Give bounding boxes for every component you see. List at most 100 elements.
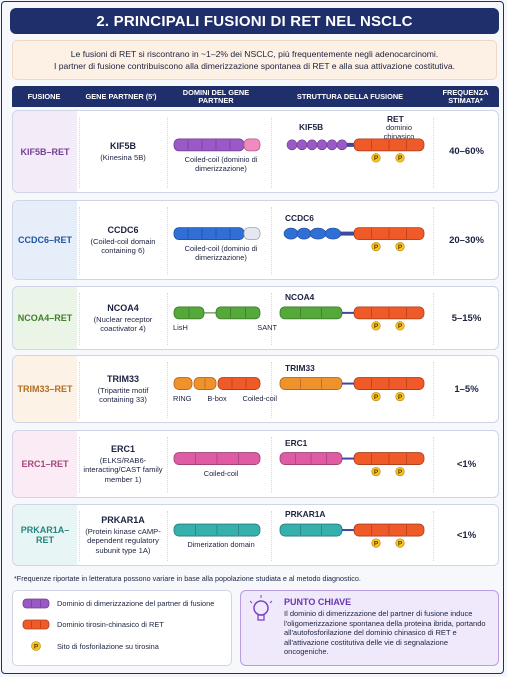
domain-bar: [173, 138, 245, 152]
gene-cell: KIF5B (Kinesina 5B): [83, 111, 163, 192]
column-divider: [271, 362, 272, 418]
coil-bead: [296, 227, 312, 240]
domain-label: RING: [173, 393, 192, 403]
bulb-icon: [249, 595, 273, 621]
column-header: STRUTTURA DELLA FUSIONE: [296, 91, 404, 101]
domain-labels: RING B-box Coiled-coil: [173, 394, 277, 403]
column-divider: [79, 293, 80, 345]
key-text: Il dominio di dimerizzazione del partner…: [284, 609, 486, 657]
column-divider: [79, 362, 80, 418]
phospho-site: [31, 641, 41, 651]
legend-item: Dominio tirosin-chinasico di RET: [57, 620, 164, 629]
column-divider: [79, 437, 80, 493]
phospho-label: P: [374, 469, 379, 476]
gene-description: (Kinesina 5B): [100, 152, 146, 162]
gene-cell: TRIM33 (Tripartite motif containing 33): [83, 356, 163, 422]
phospho-label: P: [398, 394, 403, 401]
structure-label: PRKAR1A: [285, 509, 326, 520]
fusion-name: ERC1–RET: [21, 459, 69, 469]
gene-name: TRIM33: [106, 373, 139, 384]
column-divider: [271, 437, 272, 493]
coil-bead: [309, 227, 327, 240]
table-header: FUSIONE GENE PARTNER (5') DOMINI DEL GENE …: [12, 86, 499, 107]
coil-bead: [316, 139, 328, 151]
gene-name: KIF5B: [109, 140, 136, 151]
legend-item: Sito di fosforilazione su tirosina: [57, 642, 159, 651]
domain-labels: Coiled-coil: [173, 469, 269, 478]
table-row: ERC1–RET ERC1 (ELKS/RAB6-interacting/CAST …: [12, 430, 499, 498]
frequency: 5–15%: [451, 312, 482, 324]
table-row: CCDC6–RET CCDC6 (Coiled-coil domain contai…: [12, 200, 499, 280]
column-divider: [433, 207, 434, 275]
coil-bead: [306, 139, 318, 151]
phospho-label: P: [374, 540, 379, 547]
domain-labels: Dimerization domain: [173, 540, 269, 549]
column-divider: [167, 437, 168, 493]
phospho-site: [395, 242, 405, 252]
fusion-cell: [13, 111, 77, 192]
structure-label: NCOA4: [285, 291, 315, 302]
footnote: *Frequenze riportate in letteratura poss…: [14, 574, 361, 583]
fusion-cell: [13, 356, 77, 422]
frequency: 1–5%: [454, 383, 479, 395]
gene-cell: CCDC6 (Coiled-coil domain containing 6): [83, 201, 163, 279]
domain-bar: [243, 227, 261, 241]
gene-description: (ELKS/RAB6-interacting/CAST family membe…: [83, 455, 163, 484]
column-divider: [271, 207, 272, 275]
column-divider: [79, 511, 80, 561]
fusion-name: PRKAR1A–RET: [20, 525, 70, 545]
gene-name: PRKAR1A: [101, 514, 145, 525]
phospho-label: P: [398, 244, 403, 251]
gene-description: (Protein kinase cAMP-dependent regulator…: [85, 526, 161, 555]
column-divider: [79, 207, 80, 275]
domain-label: SANT: [257, 322, 277, 332]
gene-description: (Tripartite motif containing 33): [97, 385, 149, 405]
frequency: 20–30%: [449, 234, 484, 246]
fusion-name: KIF5B–RET: [20, 146, 70, 157]
column-divider: [167, 511, 168, 561]
domain-labels: Coiled-coil (dominio di dimerizzazione): [173, 244, 269, 262]
structure-label: ERC1: [285, 437, 308, 448]
partner-bar: [279, 306, 343, 320]
column-header: DOMINI DEL GENE PARTNER: [182, 87, 250, 105]
phospho-site: [395, 321, 405, 331]
domain-label: Dimerization domain: [187, 540, 255, 550]
gene-description: (Nuclear receptor coactivator 4): [93, 314, 153, 334]
column-divider: [271, 511, 272, 561]
partner-bar: [279, 523, 343, 537]
fusion-cell: [13, 505, 77, 565]
phospho-label: P: [374, 155, 379, 162]
ret-domain-label: dominio chinasico: [383, 122, 415, 141]
legend-item: Dominio di dimerizzazione del partner di…: [57, 599, 215, 608]
domain-label: Coiled-coil: [203, 468, 239, 478]
title: 2. PRINCIPALI FUSIONI DI RET NEL NSCLC: [10, 8, 499, 34]
domain-bar: [215, 306, 261, 320]
column-divider: [433, 293, 434, 345]
phospho-label: P: [374, 244, 379, 251]
ret-label: RET: [387, 113, 404, 124]
phospho-label: P: [398, 155, 403, 162]
phospho-site: [371, 466, 381, 477]
coil-bead: [336, 139, 348, 151]
fusion-name: NCOA4–RET: [17, 313, 73, 323]
phospho-site: [371, 153, 381, 163]
coil-bead: [283, 227, 299, 240]
phospho-site: [371, 321, 381, 331]
gene-name: NCOA4: [107, 302, 139, 313]
column-divider: [79, 117, 80, 188]
key-point: PUNTO CHIAVE Il dominio di dimerizzazion…: [240, 590, 499, 666]
domain-label: B-box: [207, 393, 227, 403]
gene-cell: ERC1 (ELKS/RAB6-interacting/CAST family m…: [83, 431, 163, 497]
domain-label: Coiled-coil (dominio di dimerizzazione): [184, 154, 258, 173]
column-header: GENE PARTNER (5'): [85, 91, 157, 101]
column-divider: [271, 117, 272, 188]
key-title: PUNTO CHIAVE: [284, 597, 352, 607]
phospho-site: [395, 153, 405, 163]
column-header: FREQUENZA STIMATA*: [442, 87, 489, 105]
intro-line: Le fusioni di RET si riscontrano in ~1–2…: [70, 49, 439, 59]
column-divider: [433, 362, 434, 418]
domain-labels: LisH SANT: [173, 323, 277, 332]
domain-bar: [217, 377, 261, 390]
domain-bar: [173, 227, 245, 241]
